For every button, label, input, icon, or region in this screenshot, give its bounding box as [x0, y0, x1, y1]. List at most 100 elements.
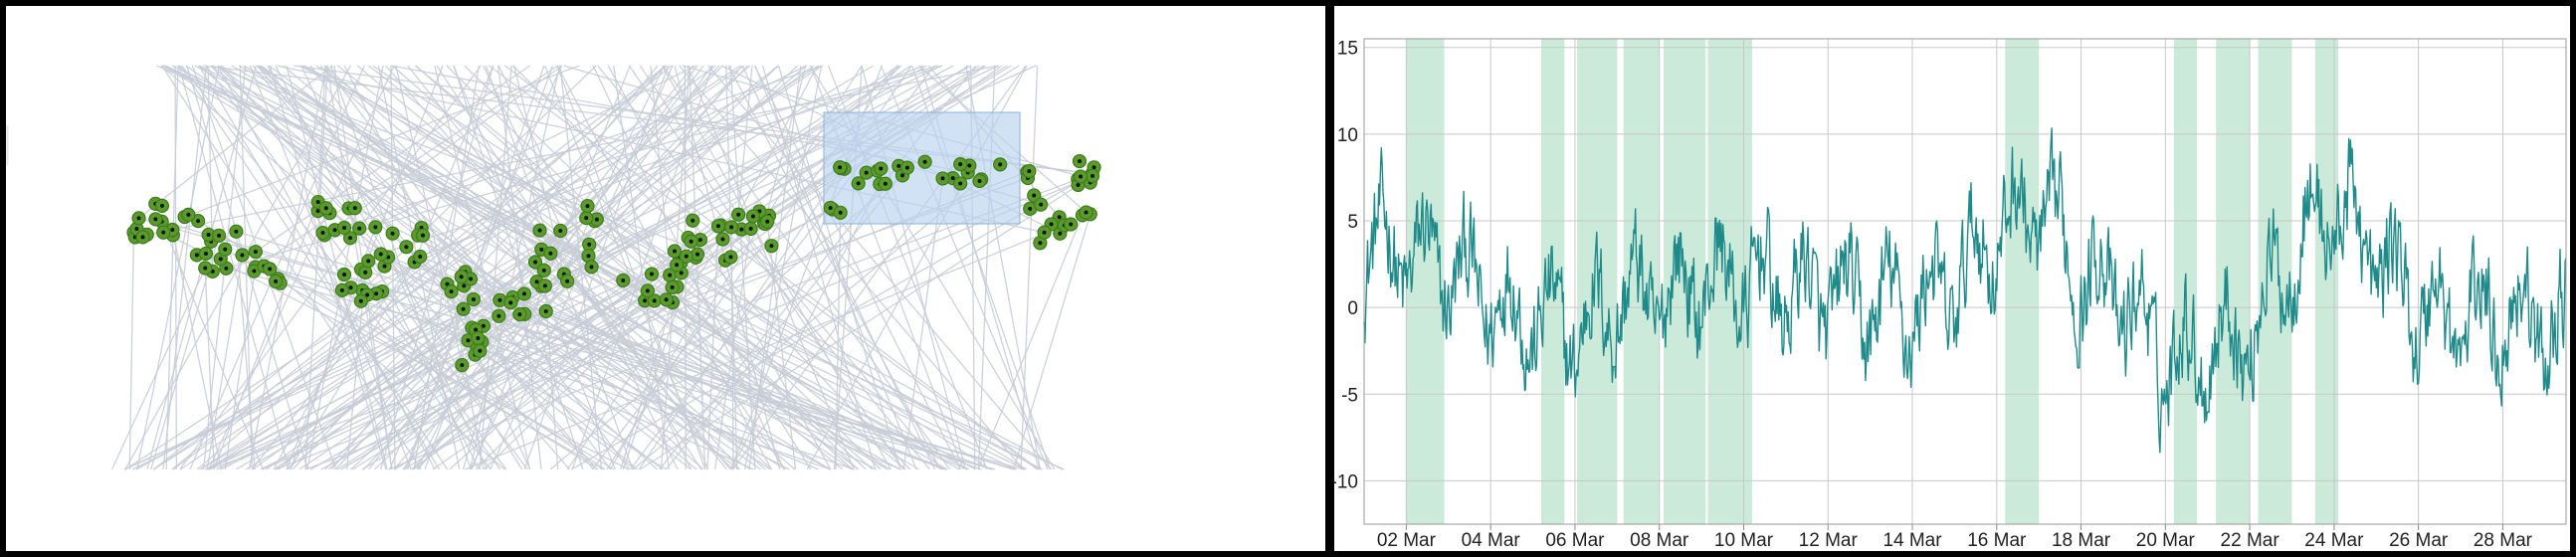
map-point[interactable]: [538, 303, 553, 319]
map-point[interactable]: [413, 249, 428, 265]
map-point[interactable]: [679, 249, 694, 264]
map-point[interactable]: [444, 284, 459, 299]
map-point[interactable]: [584, 260, 599, 275]
map-point[interactable]: [1079, 205, 1093, 220]
map-point[interactable]: [512, 306, 527, 322]
map-point[interactable]: [347, 201, 362, 216]
map-point[interactable]: [218, 242, 233, 257]
map-point[interactable]: [229, 224, 244, 239]
map-point[interactable]: [353, 293, 368, 308]
map-point[interactable]: [743, 221, 758, 237]
map-point[interactable]: [553, 223, 568, 239]
map-point[interactable]: [833, 160, 848, 175]
map-point[interactable]: [560, 274, 575, 288]
map-point[interactable]: [131, 211, 146, 226]
map-point[interactable]: [935, 171, 950, 186]
map-point[interactable]: [582, 237, 597, 252]
map-point[interactable]: [198, 261, 213, 276]
map-point[interactable]: [745, 209, 761, 224]
map-point[interactable]: [1034, 197, 1049, 212]
map-point[interactable]: [1064, 217, 1079, 232]
map-point[interactable]: [665, 279, 680, 294]
map-point[interactable]: [723, 250, 738, 265]
map-point[interactable]: [710, 219, 726, 234]
map-point[interactable]: [263, 262, 278, 277]
map-point[interactable]: [851, 176, 866, 191]
map-point[interactable]: [1033, 236, 1048, 251]
map-point[interactable]: [715, 232, 730, 247]
map-point[interactable]: [993, 157, 1008, 172]
map-point[interactable]: [690, 247, 705, 262]
link-line: [395, 65, 463, 366]
map-point[interactable]: [358, 265, 373, 279]
map-point[interactable]: [181, 207, 196, 222]
map-point[interactable]: [536, 263, 551, 278]
map-point[interactable]: [1085, 168, 1100, 183]
map-point[interactable]: [1022, 164, 1037, 179]
map-point[interactable]: [399, 240, 414, 255]
map-point[interactable]: [659, 292, 674, 307]
map-point[interactable]: [616, 273, 631, 288]
map-point[interactable]: [516, 286, 532, 301]
map-point[interactable]: [686, 213, 700, 228]
map-point[interactable]: [248, 244, 263, 260]
map-point[interactable]: [373, 247, 388, 262]
map-point[interactable]: [670, 258, 685, 273]
map-point[interactable]: [684, 234, 698, 249]
map-point[interactable]: [361, 254, 376, 269]
map-point[interactable]: [527, 255, 543, 270]
map-point[interactable]: [135, 230, 150, 245]
x-tick-label: 02 Mar: [1377, 530, 1437, 551]
map-point[interactable]: [953, 157, 968, 172]
map-point[interactable]: [318, 201, 333, 216]
map-point[interactable]: [532, 223, 547, 238]
map-point[interactable]: [874, 161, 889, 176]
map-point[interactable]: [148, 212, 163, 227]
map-point[interactable]: [503, 295, 518, 310]
map-point[interactable]: [334, 282, 349, 297]
map-point[interactable]: [1073, 169, 1089, 184]
map-point[interactable]: [368, 220, 383, 235]
map-point[interactable]: [543, 246, 558, 261]
map-point[interactable]: [352, 221, 367, 236]
map-point[interactable]: [644, 267, 660, 281]
map-point[interactable]: [917, 154, 932, 169]
map-point[interactable]: [466, 291, 482, 307]
map-point[interactable]: [1072, 153, 1088, 169]
map-point[interactable]: [211, 228, 227, 243]
map-point[interactable]: [1023, 201, 1038, 217]
map-point[interactable]: [899, 160, 914, 175]
map-point[interactable]: [953, 176, 968, 191]
map-point[interactable]: [415, 228, 431, 243]
map-point[interactable]: [268, 274, 284, 288]
map-point[interactable]: [315, 225, 330, 241]
map-point[interactable]: [581, 249, 596, 264]
map-point[interactable]: [667, 244, 683, 259]
map-point[interactable]: [537, 278, 552, 293]
map-point[interactable]: [471, 330, 486, 346]
map-point[interactable]: [201, 227, 216, 243]
map-point[interactable]: [764, 239, 779, 254]
map-point[interactable]: [385, 226, 400, 241]
map-point[interactable]: [580, 198, 595, 214]
map-point[interactable]: [235, 248, 250, 263]
map-point[interactable]: [198, 246, 214, 262]
map-point[interactable]: [156, 225, 171, 240]
map-point[interactable]: [336, 220, 352, 236]
map-point[interactable]: [455, 358, 470, 373]
map-point[interactable]: [456, 301, 471, 316]
map-point[interactable]: [878, 176, 892, 191]
map-point[interactable]: [833, 205, 848, 220]
map-point[interactable]: [473, 343, 488, 358]
map-point[interactable]: [154, 198, 170, 213]
map-point[interactable]: [972, 173, 987, 189]
map-point[interactable]: [640, 283, 655, 298]
map-point[interactable]: [579, 211, 594, 226]
map-point[interactable]: [1037, 225, 1052, 240]
map-point[interactable]: [731, 207, 746, 222]
map-point[interactable]: [454, 270, 469, 284]
map-point[interactable]: [724, 220, 739, 235]
map-point[interactable]: [760, 214, 775, 229]
map-point[interactable]: [336, 267, 352, 282]
map-point[interactable]: [492, 308, 506, 323]
